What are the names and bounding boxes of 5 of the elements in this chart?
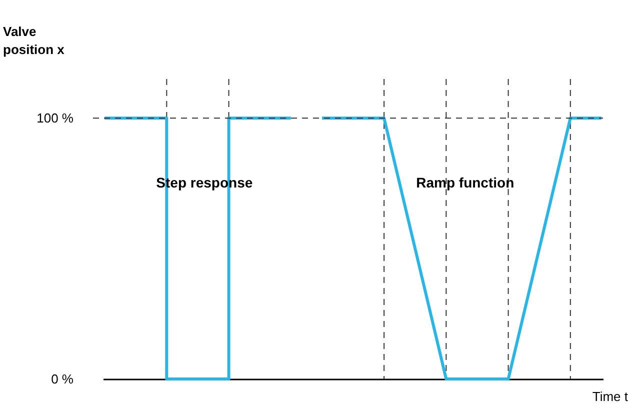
annotation: Ramp function <box>416 174 514 190</box>
x-axis-title: Time t <box>592 389 628 404</box>
y-tick-label: 0 % <box>51 372 74 386</box>
y-axis-title: Valve position x <box>3 24 66 57</box>
y-tick-label: 100 % <box>36 110 74 126</box>
